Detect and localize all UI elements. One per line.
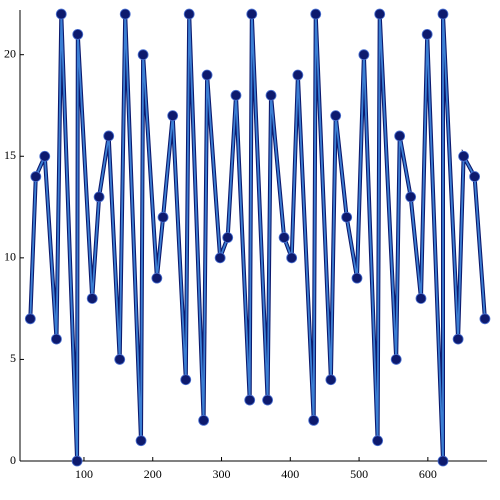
marker	[341, 211, 353, 223]
x-tick-label: 600	[419, 467, 437, 481]
marker	[452, 333, 464, 345]
x-tick-label: 100	[75, 467, 93, 481]
marker	[358, 49, 370, 61]
marker	[351, 272, 363, 284]
line-outline	[28, 14, 487, 462]
marker	[137, 49, 149, 61]
x-tick-label: 200	[144, 467, 162, 481]
x-tick-label: 300	[213, 467, 231, 481]
marker	[103, 130, 115, 142]
marker	[246, 8, 258, 20]
marker	[119, 8, 131, 20]
marker	[72, 28, 84, 40]
y-tick-label: 10	[4, 250, 16, 264]
marker	[405, 191, 417, 203]
marker	[374, 8, 386, 20]
y-tick-label: 5	[10, 351, 16, 365]
marker	[93, 191, 105, 203]
marker	[51, 333, 62, 345]
marker	[244, 394, 256, 406]
marker	[157, 211, 169, 223]
marker	[135, 435, 147, 447]
marker	[265, 89, 277, 101]
marker	[372, 435, 384, 447]
marker	[230, 89, 242, 101]
marker	[214, 252, 226, 264]
marker	[286, 252, 298, 264]
marker	[330, 110, 342, 122]
marker	[183, 8, 195, 20]
marker	[437, 455, 449, 467]
marker	[222, 232, 234, 243]
marker	[198, 414, 210, 426]
marker	[390, 354, 402, 365]
marker	[310, 8, 322, 20]
marker	[394, 130, 406, 142]
marker	[39, 150, 51, 162]
marker	[86, 293, 98, 304]
marker	[421, 28, 433, 40]
marker	[479, 313, 491, 325]
marker	[415, 293, 427, 304]
marker	[180, 374, 192, 386]
marker	[71, 455, 83, 467]
marker	[278, 232, 290, 243]
marker	[114, 354, 126, 365]
marker	[167, 110, 179, 122]
marker	[201, 69, 213, 81]
y-tick-label: 15	[4, 148, 16, 162]
marker	[325, 374, 337, 386]
marker	[469, 171, 481, 182]
marker	[437, 8, 449, 20]
marker	[292, 69, 304, 81]
marker	[30, 171, 42, 182]
x-tick-label: 400	[281, 467, 299, 481]
y-tick-label: 20	[4, 46, 16, 60]
marker	[458, 150, 470, 162]
x-tick-label: 500	[350, 467, 368, 481]
marker	[151, 272, 163, 284]
marker	[308, 414, 320, 426]
y-tick-label: 0	[10, 453, 16, 467]
marker	[262, 394, 273, 406]
marker	[24, 313, 36, 325]
marker	[55, 8, 67, 20]
